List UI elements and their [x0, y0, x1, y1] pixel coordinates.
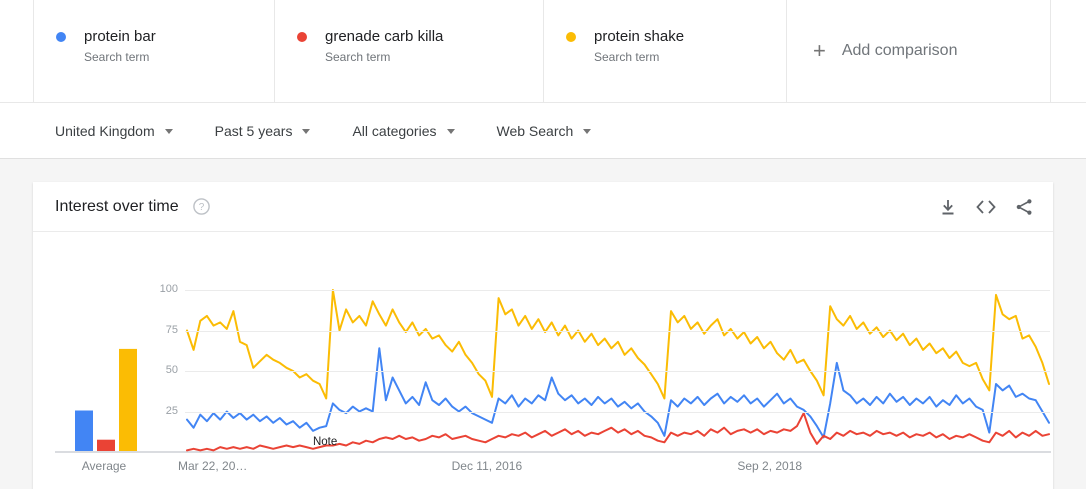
average-bar-grenade-carb-killa[interactable] — [97, 439, 115, 451]
embed-icon[interactable] — [975, 196, 997, 218]
interest-over-time-card: Interest over time ? — [33, 182, 1053, 489]
region-filter-dropdown[interactable]: United Kingdom — [55, 123, 173, 139]
series-color-dot — [297, 32, 307, 42]
add-comparison-button[interactable]: + Add comparison — [787, 0, 1050, 102]
y-tick-label: 50 — [165, 364, 178, 376]
help-icon[interactable]: ? — [192, 198, 210, 215]
average-bar-protein-shake[interactable] — [119, 348, 137, 451]
search-term-type: Search term — [325, 50, 391, 64]
download-icon[interactable] — [937, 196, 959, 218]
y-tick-label: 100 — [159, 283, 178, 295]
dropdown-caret-icon — [583, 128, 592, 134]
average-axis-label: Average — [81, 459, 127, 473]
card-header: Interest over time ? — [33, 182, 1053, 232]
dropdown-caret-icon — [302, 128, 311, 134]
search-term-label: protein bar — [84, 28, 156, 45]
dropdown-caret-icon — [446, 128, 455, 134]
dropdown-caret-icon — [164, 128, 173, 134]
time-range-filter-dropdown[interactable]: Past 5 years — [215, 123, 311, 139]
category-filter-label: All categories — [352, 122, 437, 139]
filter-bar: United Kingdom Past 5 years All categori… — [0, 103, 1086, 159]
trend-line-grenade-carb-killa[interactable] — [186, 412, 1050, 452]
x-tick-label: Sep 2, 2018 — [737, 459, 803, 473]
search-type-filter-dropdown[interactable]: Web Search — [497, 123, 592, 139]
comparison-chip-cell: protein bar Search term — [33, 0, 274, 102]
comparison-chip-cell: protein shake Search term — [543, 0, 786, 102]
gridline-100 — [185, 290, 1050, 291]
comparison-chip-grenade-carb-killa[interactable]: grenade carb killa Search term — [275, 0, 515, 64]
series-color-dot — [566, 32, 576, 42]
x-tick-label: Dec 11, 2016 — [451, 459, 523, 473]
x-axis-line — [55, 451, 1051, 453]
gridline-50 — [185, 371, 1050, 372]
gridline-25 — [185, 411, 1050, 413]
share-icon[interactable] — [1013, 196, 1035, 218]
average-bar-chart — [75, 348, 137, 452]
note-annotation[interactable]: Note — [312, 436, 338, 448]
card-title: Interest over time — [55, 197, 179, 215]
search-term-label: protein shake — [594, 28, 685, 45]
series-color-dot — [56, 32, 66, 42]
category-filter-dropdown[interactable]: All categories — [352, 122, 455, 139]
svg-text:?: ? — [198, 202, 204, 213]
search-term-type: Search term — [594, 50, 660, 64]
gridline-75 — [185, 330, 1050, 332]
comparison-chip-cell: grenade carb killa Search term — [274, 0, 543, 102]
x-tick-label: Mar 22, 20… — [178, 459, 248, 473]
search-term-type: Search term — [84, 50, 150, 64]
y-tick-label: 75 — [165, 323, 178, 336]
comparison-bar: protein bar Search term grenade carb kil… — [0, 0, 1086, 103]
comparison-chip-cell: + Add comparison — [786, 0, 1051, 102]
comparison-chip-protein-bar[interactable]: protein bar Search term — [34, 0, 274, 64]
add-comparison-label: Add comparison — [841, 42, 958, 59]
chart-region: Average Note 100 75 50 25 Mar 22, 20… Dec 11,… — [33, 232, 1053, 488]
average-bar-protein-bar[interactable] — [75, 410, 93, 452]
search-term-label: grenade carb killa — [325, 28, 444, 45]
time-range-filter-label: Past 5 years — [214, 122, 293, 139]
trend-line-protein-shake[interactable] — [186, 289, 1050, 400]
region-filter-label: United Kingdom — [55, 122, 155, 139]
page-background: Interest over time ? — [0, 159, 1086, 489]
y-tick-label: 25 — [165, 404, 178, 417]
comparison-chip-protein-shake[interactable]: protein shake Search term — [544, 0, 784, 64]
search-type-filter-label: Web Search — [496, 122, 574, 139]
plus-icon: + — [813, 38, 826, 63]
trend-line-protein-bar[interactable] — [186, 347, 1050, 439]
trend-line-chart[interactable] — [185, 272, 1051, 453]
